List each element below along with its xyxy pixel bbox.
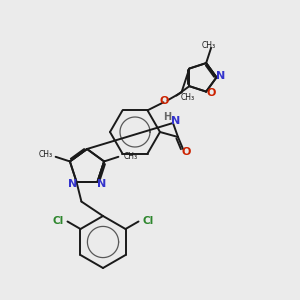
Text: O: O <box>206 88 216 98</box>
Text: H: H <box>163 112 171 122</box>
Text: N: N <box>68 178 77 189</box>
Text: N: N <box>216 71 225 81</box>
Text: Cl: Cl <box>142 215 154 226</box>
Text: O: O <box>181 147 191 157</box>
Text: CH₃: CH₃ <box>38 150 52 159</box>
Text: Cl: Cl <box>52 215 64 226</box>
Text: N: N <box>97 178 106 189</box>
Text: CH₃: CH₃ <box>180 93 194 102</box>
Text: CH₃: CH₃ <box>202 41 216 50</box>
Text: N: N <box>171 116 181 126</box>
Text: O: O <box>160 96 169 106</box>
Text: CH₃: CH₃ <box>123 152 137 161</box>
